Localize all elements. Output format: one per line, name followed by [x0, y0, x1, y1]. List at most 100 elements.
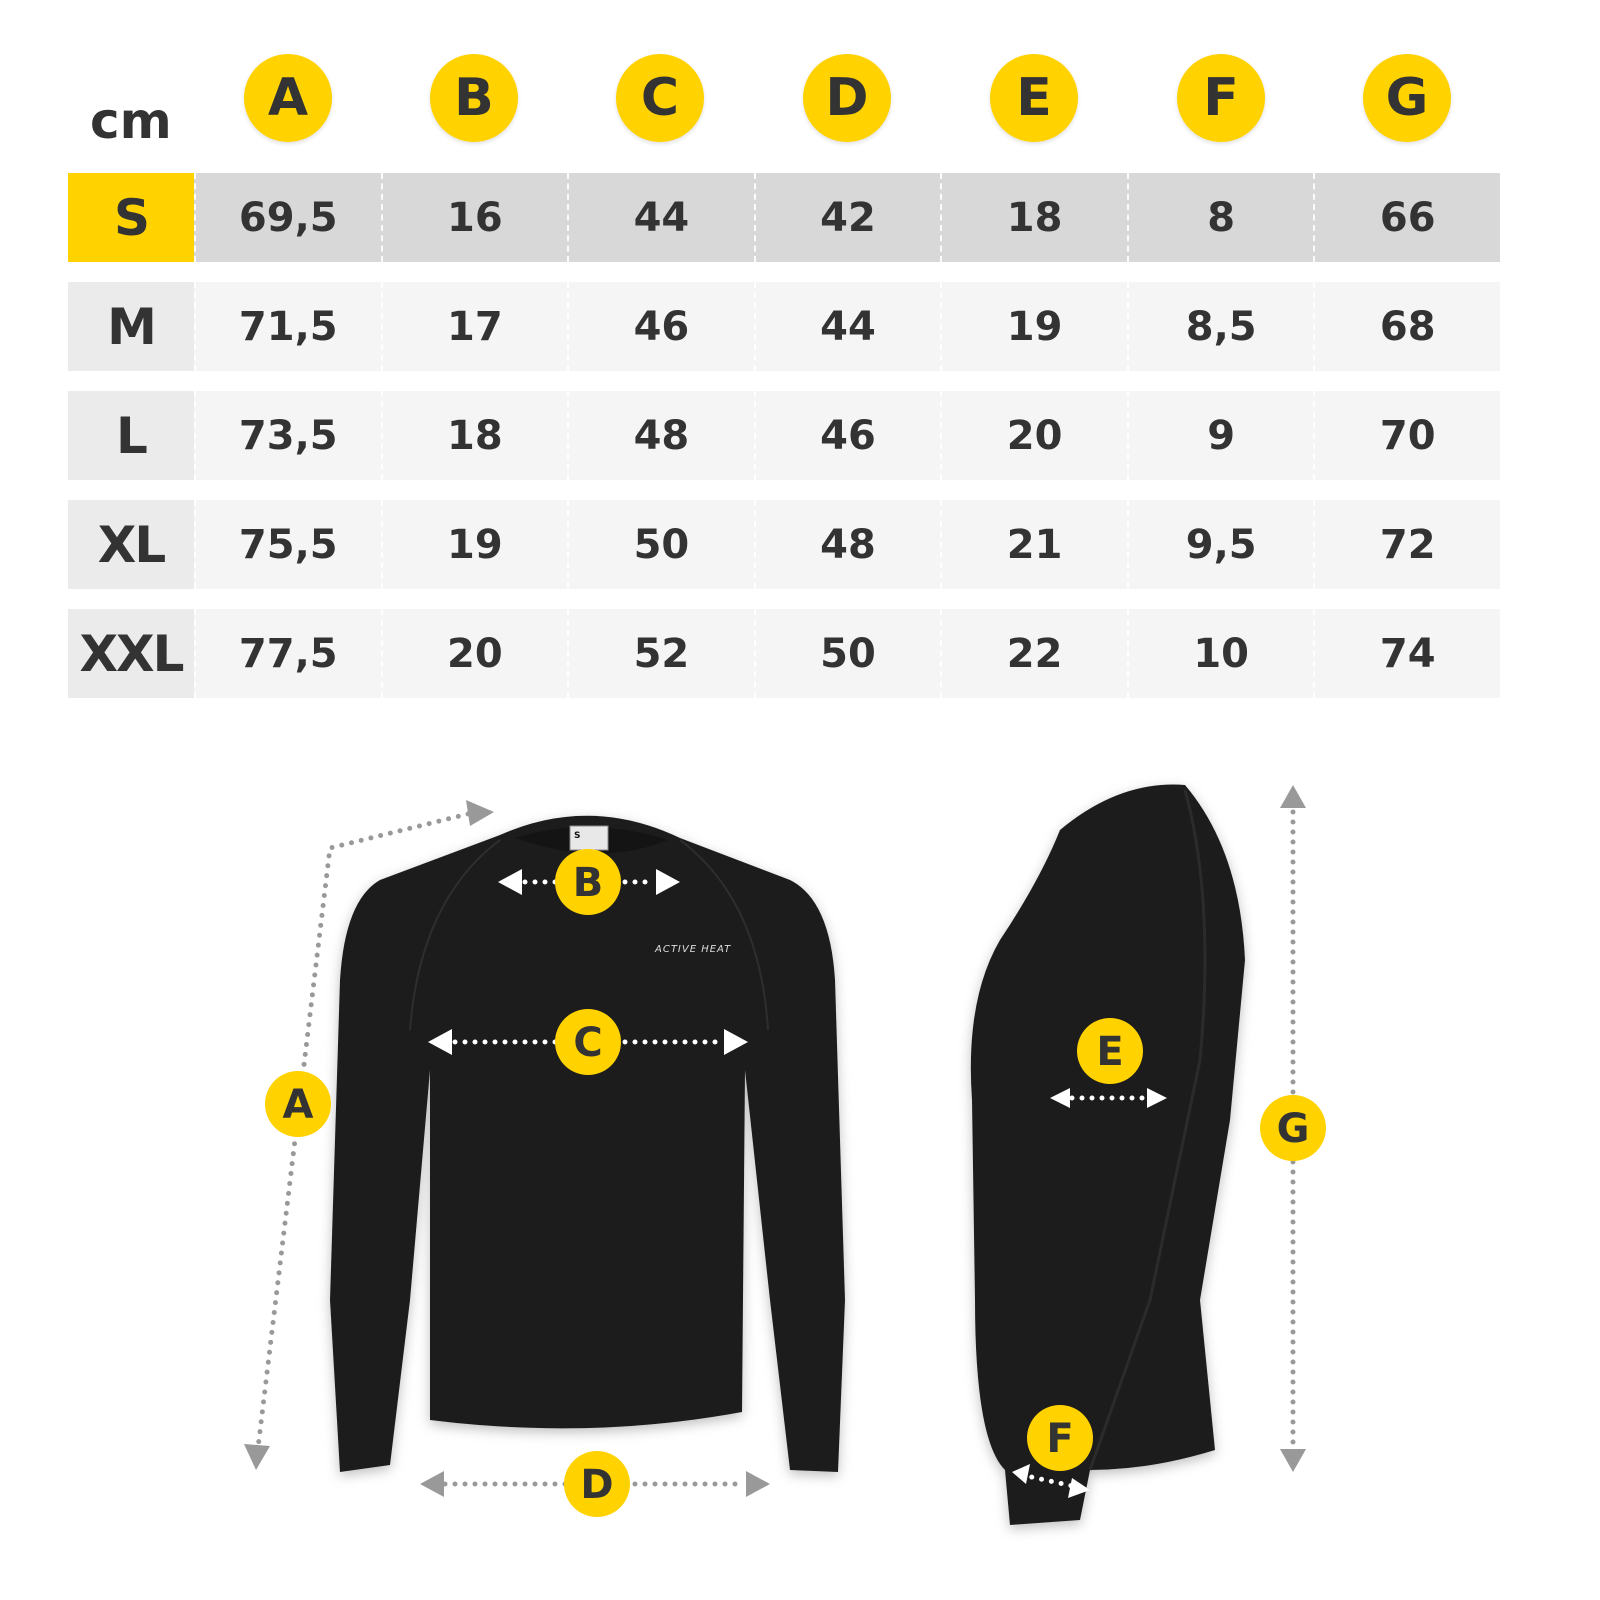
- sleeve-outline: [1088, 789, 1207, 1471]
- column-header-e: E: [990, 54, 1078, 142]
- cell-b: 16: [380, 173, 568, 262]
- column-header-c: C: [616, 54, 704, 142]
- cell-a: 75,5: [193, 500, 381, 589]
- cell-e: 20: [940, 391, 1127, 480]
- arrow-e-right: [1147, 1088, 1167, 1108]
- column-header-g: G: [1363, 54, 1451, 142]
- brand-logo: ACTIVE HEAT: [654, 944, 731, 955]
- marker-g: G: [1260, 1095, 1326, 1161]
- arrow-e-left: [1050, 1088, 1070, 1108]
- cell-a: 73,5: [193, 391, 381, 480]
- size-label: S: [68, 173, 194, 262]
- arrow-f-right: [1068, 1478, 1090, 1498]
- arrow-a-bottom: [244, 1444, 270, 1470]
- cell-a: 71,5: [193, 282, 381, 371]
- arrow-g-bottom: [1280, 1449, 1306, 1472]
- size-row-s: S 69,5 16 44 42 18 8 66: [68, 173, 1501, 262]
- column-header-b: B: [430, 54, 518, 142]
- cell-f: 8: [1126, 173, 1314, 262]
- cell-g: 74: [1313, 609, 1501, 698]
- arrow-d-right: [746, 1471, 770, 1497]
- cell-a: 77,5: [193, 609, 381, 698]
- marker-circle: [555, 849, 621, 915]
- cell-b: 19: [380, 500, 568, 589]
- marker-label: E: [1096, 1029, 1123, 1075]
- cell-d: 44: [753, 282, 941, 371]
- cell-b: 17: [380, 282, 568, 371]
- marker-c: C: [555, 1009, 621, 1075]
- size-row-xxl: XXL 77,5 20 52 50 22 10 74: [68, 609, 1501, 698]
- arrow-b-left: [498, 869, 522, 895]
- arrow-c-right: [724, 1029, 748, 1055]
- size-label: L: [68, 391, 194, 480]
- measure-line-a: [255, 811, 471, 1451]
- marker-label: A: [283, 1082, 314, 1128]
- marker-f: F: [1027, 1405, 1093, 1471]
- marker-circle: [1260, 1095, 1326, 1161]
- marker-label: C: [573, 1020, 602, 1066]
- marker-label: G: [1277, 1106, 1310, 1152]
- raglan-seam-right: [679, 839, 769, 1031]
- cell-f: 8,5: [1126, 282, 1314, 371]
- arrow-c-left: [428, 1029, 452, 1055]
- marker-label: F: [1046, 1416, 1073, 1462]
- marker-d: D: [564, 1451, 630, 1517]
- marker-e: E: [1077, 1018, 1143, 1084]
- marker-label: B: [573, 860, 604, 906]
- cell-c: 48: [567, 391, 754, 480]
- column-header-f: F: [1177, 54, 1265, 142]
- cell-d: 48: [753, 500, 941, 589]
- cell-c: 44: [567, 173, 754, 262]
- cell-c: 52: [567, 609, 754, 698]
- arrow-f-left: [1012, 1464, 1030, 1484]
- marker-circle: [1077, 1018, 1143, 1084]
- neck-tag: [569, 825, 609, 851]
- arrowheads: [244, 785, 1306, 1498]
- shirt-front: [330, 815, 845, 1472]
- cell-f: 9: [1126, 391, 1314, 480]
- cell-b: 20: [380, 609, 568, 698]
- cell-e: 19: [940, 282, 1127, 371]
- cell-e: 21: [940, 500, 1127, 589]
- cell-e: 18: [940, 173, 1127, 262]
- marker-circle: [1027, 1405, 1093, 1471]
- marker-a: A: [265, 1071, 331, 1137]
- cell-a: 69,5: [193, 173, 381, 262]
- arrow-a-top: [466, 800, 494, 826]
- shirt-side: [970, 784, 1245, 1525]
- cell-e: 22: [940, 609, 1127, 698]
- cell-g: 72: [1313, 500, 1501, 589]
- column-header-a: A: [244, 54, 332, 142]
- marker-label: D: [580, 1462, 613, 1508]
- cell-g: 68: [1313, 282, 1501, 371]
- cell-b: 18: [380, 391, 568, 480]
- arrow-b-right: [656, 869, 680, 895]
- size-label: M: [68, 282, 194, 371]
- cell-g: 70: [1313, 391, 1501, 480]
- cell-c: 46: [567, 282, 754, 371]
- size-row-xl: XL 75,5 19 50 48 21 9,5 72: [68, 500, 1501, 589]
- unit-label: cm: [90, 92, 172, 150]
- cell-d: 42: [753, 173, 941, 262]
- neck-tag-size: S: [574, 831, 580, 841]
- marker-circle: [564, 1451, 630, 1517]
- cell-g: 66: [1313, 173, 1501, 262]
- cell-d: 50: [753, 609, 941, 698]
- arrow-g-top: [1280, 785, 1306, 808]
- column-header-d: D: [803, 54, 891, 142]
- cell-f: 10: [1126, 609, 1314, 698]
- arrow-d-left: [420, 1471, 444, 1497]
- cell-f: 9,5: [1126, 500, 1314, 589]
- size-row-m: M 71,5 17 46 44 19 8,5 68: [68, 282, 1501, 371]
- marker-circle: [555, 1009, 621, 1075]
- cell-c: 50: [567, 500, 754, 589]
- marker-circle: [265, 1071, 331, 1137]
- marker-b: B: [555, 849, 621, 915]
- size-label: XXL: [68, 609, 194, 698]
- cell-d: 46: [753, 391, 941, 480]
- raglan-seam-left: [409, 839, 501, 1031]
- size-row-l: L 73,5 18 48 46 20 9 70: [68, 391, 1501, 480]
- size-label: XL: [68, 500, 194, 589]
